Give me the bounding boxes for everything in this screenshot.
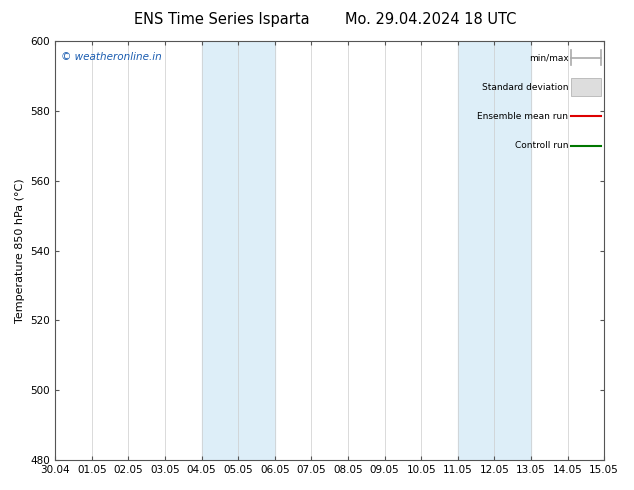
Text: Controll run: Controll run (515, 141, 569, 150)
Text: Mo. 29.04.2024 18 UTC: Mo. 29.04.2024 18 UTC (346, 12, 517, 27)
Bar (202, 41, 275, 460)
Text: © weatheronline.in: © weatheronline.in (61, 51, 162, 62)
Bar (458, 41, 531, 460)
Text: Standard deviation: Standard deviation (482, 83, 569, 92)
Bar (571, 78, 602, 97)
Text: min/max: min/max (529, 53, 569, 62)
Text: Ensemble mean run: Ensemble mean run (477, 112, 569, 121)
Text: ENS Time Series Isparta: ENS Time Series Isparta (134, 12, 310, 27)
Y-axis label: Temperature 850 hPa (°C): Temperature 850 hPa (°C) (15, 178, 25, 323)
